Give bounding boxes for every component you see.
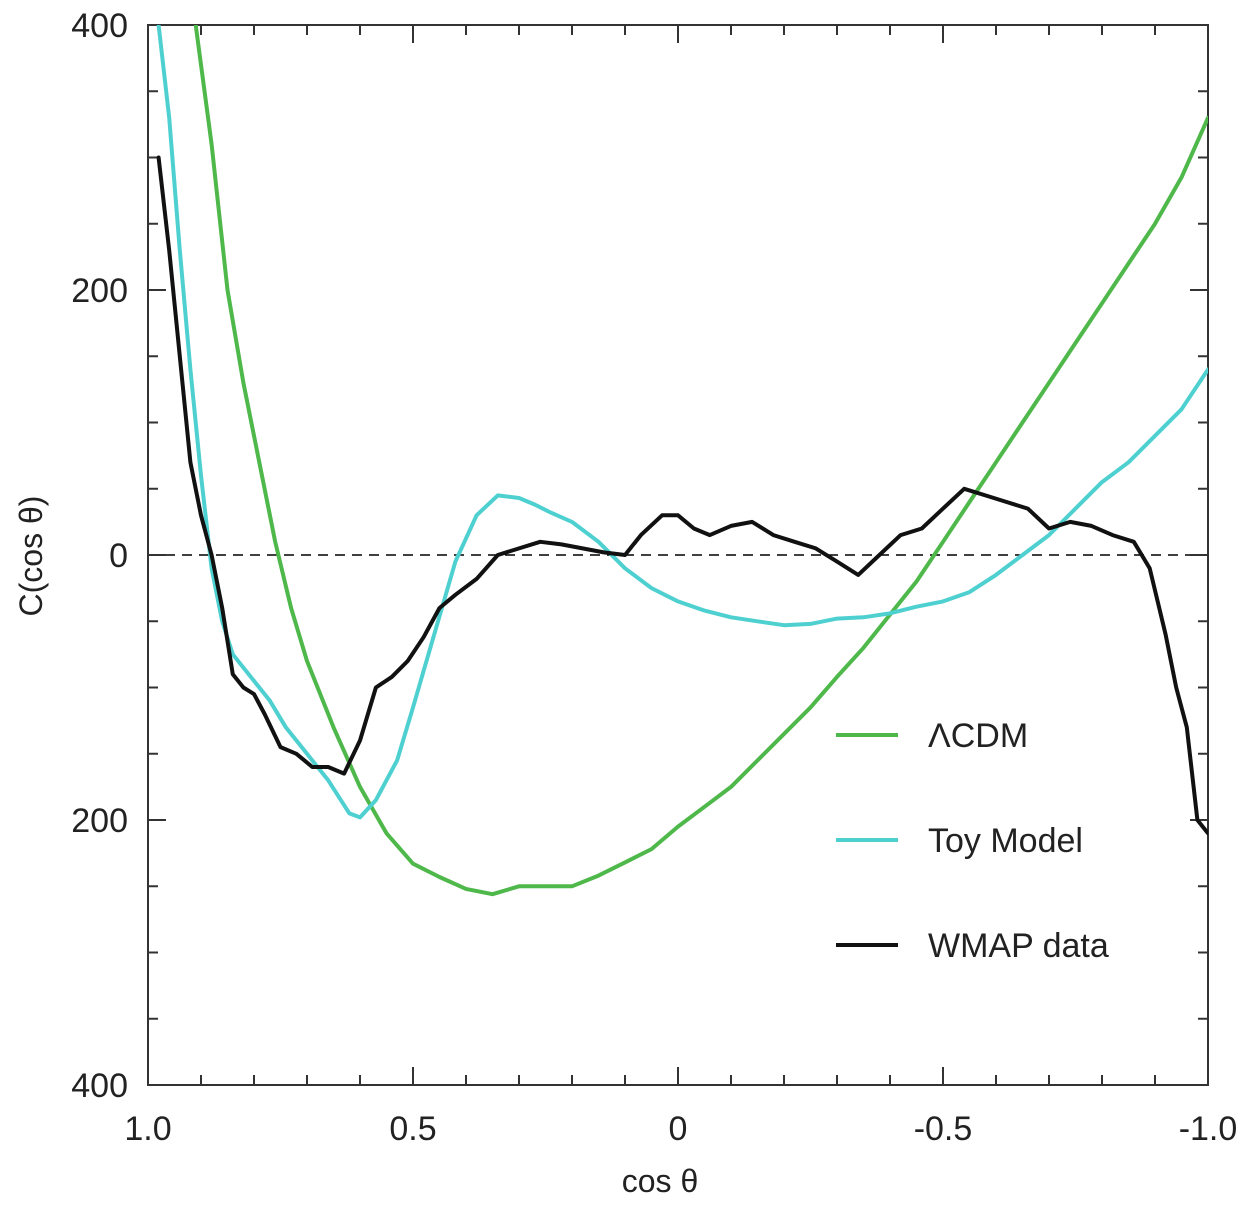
x-tick-labels: 1.0 0.5 0 -0.5 -1.0 xyxy=(124,1110,1237,1148)
y-tick-label: 0 xyxy=(109,537,128,575)
y-tick-label: 400 xyxy=(71,7,128,45)
legend-label: WMAP data xyxy=(928,927,1109,965)
y-axis-title: C(cos θ) xyxy=(13,496,49,617)
y-tick-label: 200 xyxy=(71,272,128,310)
x-tick-label: 1.0 xyxy=(124,1110,171,1148)
axis-ticks xyxy=(147,24,1209,1086)
series-line-0 xyxy=(193,25,1208,897)
y-tick-labels: 400 200 0 200 400 xyxy=(71,7,128,1105)
series-line-2 xyxy=(156,155,1208,836)
legend: ΛCDM Toy Model WMAP data xyxy=(836,717,1109,965)
y-tick-label: 400 xyxy=(71,1067,128,1105)
x-tick-label: 0 xyxy=(669,1110,688,1148)
y-tick-label: 200 xyxy=(71,802,128,840)
x-tick-label: 0.5 xyxy=(389,1110,436,1148)
legend-label: ΛCDM xyxy=(928,717,1028,755)
x-tick-label: -1.0 xyxy=(1179,1110,1238,1148)
series-line-1 xyxy=(156,25,1208,820)
legend-label: Toy Model xyxy=(928,822,1083,860)
x-tick-label: -0.5 xyxy=(914,1110,973,1148)
x-axis-title: cos θ xyxy=(622,1163,698,1199)
series-layer xyxy=(156,25,1208,897)
